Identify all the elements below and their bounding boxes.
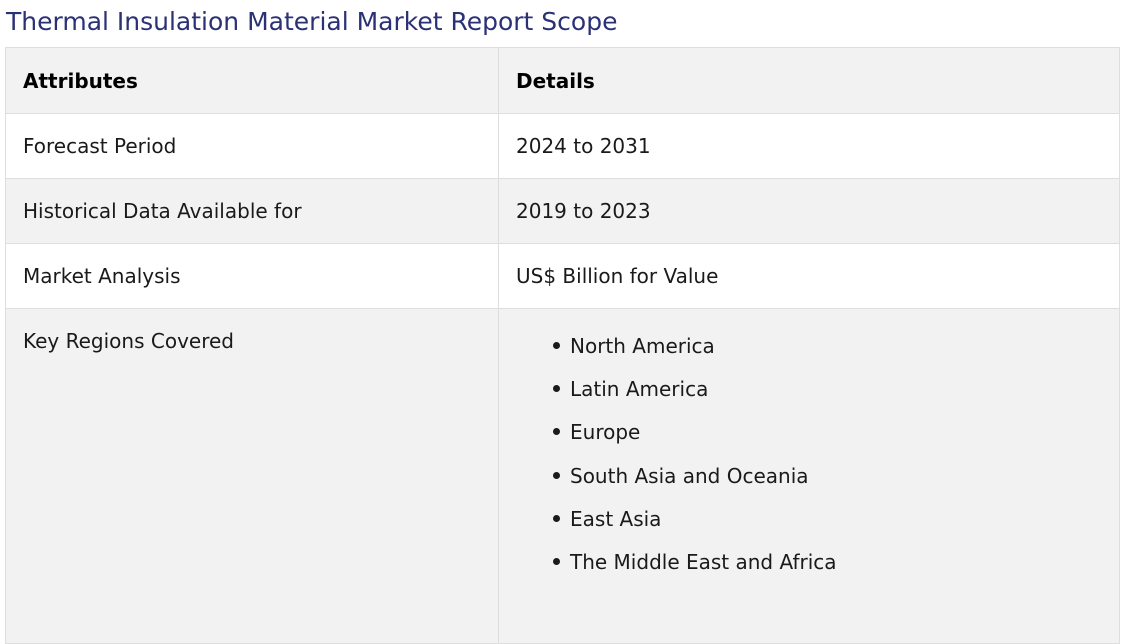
- attribute-cell: Market Analysis: [6, 244, 499, 309]
- region-label: Europe: [570, 420, 640, 444]
- list-item: South Asia and Oceania: [553, 464, 1102, 507]
- detail-cell: 2024 to 2031: [499, 114, 1120, 179]
- page-title: Thermal Insulation Material Market Repor…: [6, 2, 617, 42]
- attribute-cell: Forecast Period: [6, 114, 499, 179]
- header-attributes: Attributes: [6, 48, 499, 114]
- header-details: Details: [499, 48, 1120, 114]
- list-item: East Asia: [553, 507, 1102, 550]
- list-item: Europe: [553, 420, 1102, 463]
- table-row-regions: Key Regions Covered North America Latin …: [6, 309, 1120, 644]
- region-label: Latin America: [570, 377, 708, 401]
- detail-cell: US$ Billion for Value: [499, 244, 1120, 309]
- region-label: North America: [570, 334, 715, 358]
- report-scope-table: Attributes Details Forecast Period 2024 …: [5, 47, 1120, 644]
- table-row: Forecast Period 2024 to 2031: [6, 114, 1120, 179]
- region-label: East Asia: [570, 507, 661, 531]
- region-label: South Asia and Oceania: [570, 464, 809, 488]
- bullet-icon: [553, 385, 560, 392]
- detail-cell: 2019 to 2023: [499, 179, 1120, 244]
- region-label: The Middle East and Africa: [570, 550, 837, 574]
- list-item: The Middle East and Africa: [553, 550, 1102, 593]
- attribute-cell: Key Regions Covered: [6, 309, 499, 644]
- bullet-icon: [553, 558, 560, 565]
- region-list: North America Latin America Europe South…: [516, 334, 1102, 593]
- bullet-icon: [553, 342, 560, 349]
- table-row: Market Analysis US$ Billion for Value: [6, 244, 1120, 309]
- table-row: Historical Data Available for 2019 to 20…: [6, 179, 1120, 244]
- bullet-icon: [553, 428, 560, 435]
- table-header-row: Attributes Details: [6, 48, 1120, 114]
- list-item: Latin America: [553, 377, 1102, 420]
- bullet-icon: [553, 515, 560, 522]
- bullet-icon: [553, 472, 560, 479]
- regions-detail-cell: North America Latin America Europe South…: [499, 309, 1120, 644]
- attribute-cell: Historical Data Available for: [6, 179, 499, 244]
- list-item: North America: [553, 334, 1102, 377]
